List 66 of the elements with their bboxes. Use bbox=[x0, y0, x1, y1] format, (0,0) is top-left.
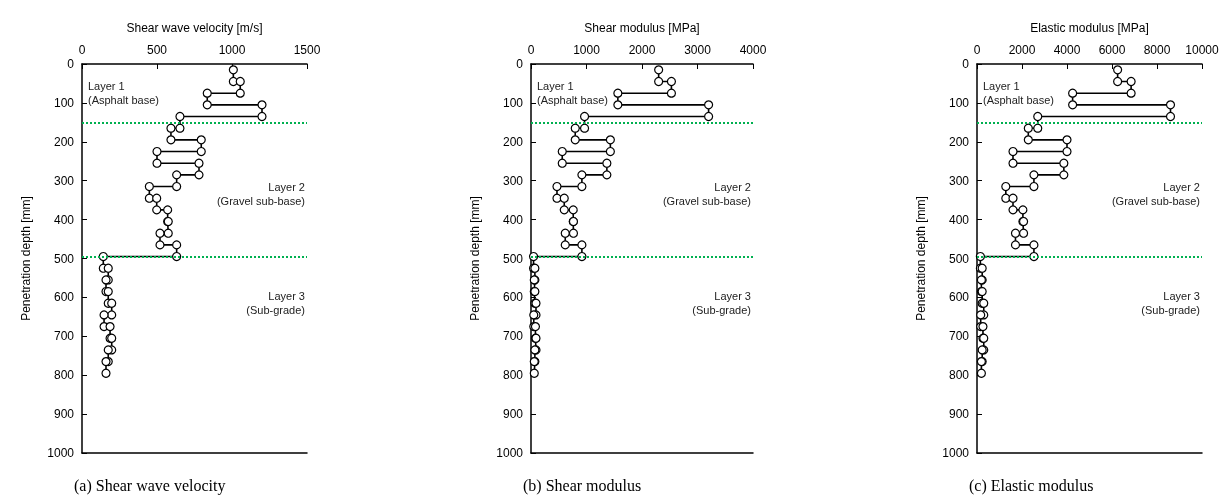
x-tick-label: 3000 bbox=[684, 43, 712, 57]
y-tick-label: 900 bbox=[502, 407, 524, 422]
y-tick-label: 700 bbox=[502, 329, 524, 344]
y-tick-label: 700 bbox=[53, 329, 75, 344]
text: (b) Shear modulus bbox=[523, 476, 642, 495]
x-tick-label: 500 bbox=[146, 43, 168, 57]
x-tick-label: 4000 bbox=[1053, 43, 1081, 57]
y-tick-label: 400 bbox=[948, 212, 970, 227]
x-tick-label: 4000 bbox=[739, 43, 767, 57]
x-tick-label: 10000 bbox=[1185, 43, 1220, 57]
y-tick-label: 0 bbox=[516, 57, 524, 71]
x-tick-label: 0 bbox=[973, 43, 981, 57]
x-axis-title: Elastic modulus [MPa] bbox=[1030, 21, 1149, 35]
x-tick-label: 0 bbox=[527, 43, 535, 57]
text: (a) Shear wave velocity bbox=[74, 476, 226, 495]
annotation: Layer 1 (Asphalt base) bbox=[983, 80, 1054, 107]
y-tick-label: 900 bbox=[53, 407, 75, 422]
x-tick-label: 1000 bbox=[573, 43, 601, 57]
y-tick-label: 200 bbox=[948, 134, 970, 149]
x-tick-label: 8000 bbox=[1143, 43, 1171, 57]
y-tick-label: 200 bbox=[53, 134, 75, 149]
y-tick-label: 1000 bbox=[47, 446, 75, 460]
y-tick-label: 400 bbox=[502, 212, 524, 227]
y-axis-title: Penetration depth [mm] bbox=[468, 196, 482, 321]
annotation: Layer 2 (Gravel sub-base) bbox=[662, 181, 751, 208]
y-axis-title: Penetration depth [mm] bbox=[19, 196, 33, 321]
y-tick-label: 200 bbox=[502, 134, 524, 149]
y-tick-label: 700 bbox=[948, 329, 970, 344]
y-tick-label: 500 bbox=[948, 251, 970, 266]
annotation: Layer 3 (Sub-grade) bbox=[692, 290, 751, 317]
y-tick-label: 300 bbox=[502, 173, 524, 188]
x-tick-label: 1000 bbox=[218, 43, 246, 57]
x-tick-label: 2000 bbox=[1008, 43, 1036, 57]
y-tick-label: 900 bbox=[948, 407, 970, 422]
y-tick-label: 400 bbox=[53, 212, 75, 227]
y-tick-label: 300 bbox=[53, 173, 75, 188]
x-axis-title: Shear wave velocity [m/s] bbox=[126, 21, 263, 35]
y-tick-label: 1000 bbox=[942, 446, 970, 460]
y-tick-label: 800 bbox=[53, 368, 75, 383]
annotation: Layer 2 (Gravel sub-base) bbox=[1111, 181, 1200, 208]
y-tick-label: 600 bbox=[502, 290, 524, 305]
y-tick-label: 0 bbox=[962, 57, 970, 71]
y-tick-label: 100 bbox=[53, 95, 75, 110]
x-tick-label: 1500 bbox=[293, 43, 321, 57]
annotation: Layer 1 (Asphalt base) bbox=[537, 80, 608, 107]
y-axis-title: Penetration depth [mm] bbox=[914, 196, 928, 321]
y-tick-label: 100 bbox=[502, 95, 524, 110]
x-tick-label: 2000 bbox=[628, 43, 656, 57]
y-tick-label: 0 bbox=[67, 57, 75, 71]
x-axis-title: Shear modulus [MPa] bbox=[584, 21, 700, 35]
y-tick-label: 100 bbox=[948, 95, 970, 110]
y-tick-label: 500 bbox=[502, 251, 524, 266]
y-tick-label: 800 bbox=[948, 368, 970, 383]
y-tick-label: 600 bbox=[948, 290, 970, 305]
y-tick-label: 1000 bbox=[496, 446, 524, 460]
text: (c) Elastic modulus bbox=[969, 476, 1094, 495]
x-tick-label: 0 bbox=[78, 43, 86, 57]
y-tick-label: 300 bbox=[948, 173, 970, 188]
annotation: Layer 2 (Gravel sub-base) bbox=[216, 181, 305, 208]
annotation: Layer 1 (Asphalt base) bbox=[88, 80, 159, 107]
x-tick-label: 6000 bbox=[1098, 43, 1126, 57]
y-tick-label: 600 bbox=[53, 290, 75, 305]
y-tick-label: 500 bbox=[53, 251, 75, 266]
annotation: Layer 3 (Sub-grade) bbox=[1141, 290, 1200, 317]
annotation: Layer 3 (Sub-grade) bbox=[246, 290, 305, 317]
y-tick-label: 800 bbox=[502, 368, 524, 383]
